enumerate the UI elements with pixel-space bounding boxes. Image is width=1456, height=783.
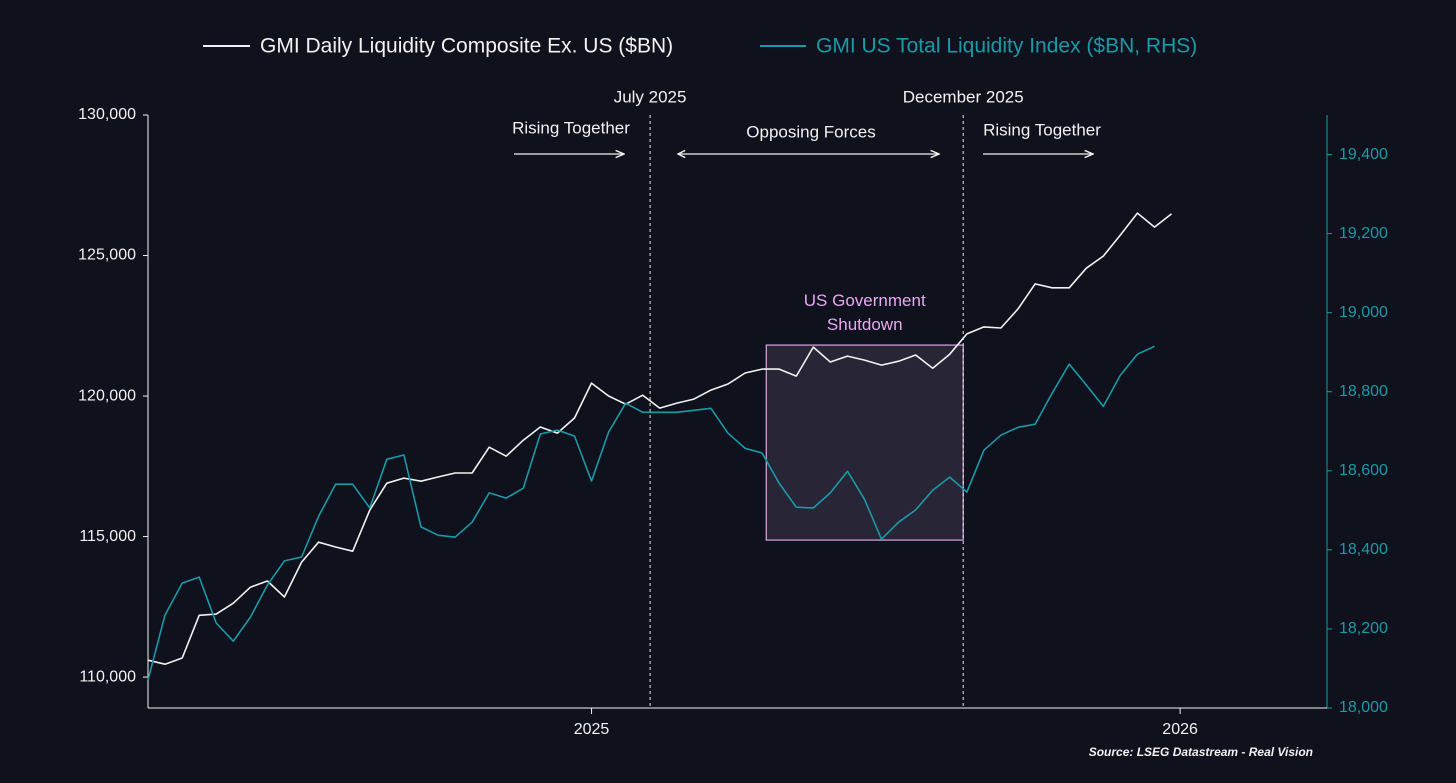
annotation: Opposing Forces — [746, 122, 875, 141]
y2-tick-label: 18,400 — [1339, 541, 1388, 558]
series-line — [147, 345, 1155, 681]
y2-tick-label: 18,000 — [1339, 699, 1388, 716]
y-tick-label: 125,000 — [78, 247, 136, 264]
x-tick-label: 2025 — [574, 721, 610, 738]
event-label: July 2025 — [614, 87, 687, 106]
series-line — [147, 212, 1172, 665]
event-label: December 2025 — [903, 87, 1024, 106]
y-tick-label: 115,000 — [79, 528, 136, 545]
shade — [765, 344, 964, 541]
y2-tick-label: 19,200 — [1339, 225, 1388, 242]
y-tick-label: 120,000 — [78, 387, 136, 404]
legend-label: GMI US Total Liquidity Index ($BN, RHS) — [816, 35, 1197, 58]
annotation: Rising Together — [512, 118, 630, 137]
y2-tick-label: 19,000 — [1339, 304, 1388, 321]
annotation: Rising Together — [983, 120, 1101, 139]
x-tick-label: 2026 — [1162, 721, 1198, 738]
shade-label: US Government Shutdown — [803, 291, 926, 334]
y2-tick-label: 18,800 — [1339, 383, 1388, 400]
y-tick-label: 110,000 — [79, 668, 136, 685]
y2-tick-label: 18,600 — [1339, 462, 1388, 479]
source: Source: LSEG Datastream - Real Vision — [1089, 745, 1313, 759]
y-tick-label: 130,000 — [78, 106, 136, 123]
y2-tick-label: 19,400 — [1339, 146, 1388, 163]
y2-tick-label: 18,200 — [1339, 620, 1388, 637]
legend-label: GMI Daily Liquidity Composite Ex. US ($B… — [260, 35, 673, 58]
